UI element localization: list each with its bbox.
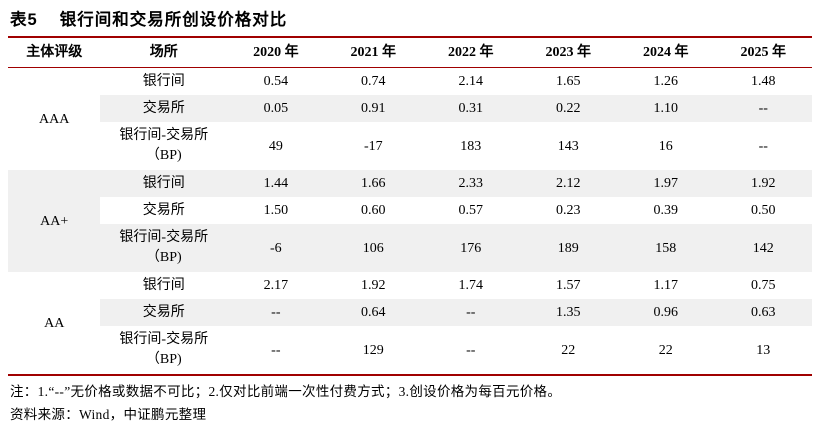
value-cell: 49 <box>268 138 283 154</box>
table-row-aaplus-exchange: 交易所 1.50 0.60 0.57 0.23 0.39 0.50 <box>8 197 812 224</box>
table-row-aaplus-spread: 银行间-交易所 （BP) -6 106 176 189 158 142 <box>8 224 812 272</box>
value-cell: -- <box>227 299 325 326</box>
value-cell: 0.05 <box>227 95 325 122</box>
value-cell: -- <box>758 138 768 154</box>
value-cell: 16 <box>658 138 673 154</box>
col-header-2020: 2020 年 <box>227 37 325 68</box>
value-cell: 1.92 <box>361 278 386 293</box>
venue-cell-spread: 银行间-交易所 （BP) <box>100 326 227 375</box>
col-header-2025: 2025 年 <box>714 37 812 68</box>
venue-spread-line2: （BP) <box>145 352 182 367</box>
value-cell: -- <box>422 299 520 326</box>
venue-cell: 银行间 <box>142 278 185 293</box>
venue-cell-spread: 银行间-交易所 （BP) <box>100 224 228 272</box>
value-cell: 2.33 <box>422 170 520 197</box>
col-header-rating: 主体评级 <box>8 37 101 68</box>
value-cell: 0.39 <box>653 203 679 218</box>
value-cell: 1.74 <box>458 278 484 293</box>
venue-spread-line1: 银行间-交易所 <box>119 332 209 347</box>
value-cell: 142 <box>714 224 812 272</box>
venue-cell: 银行间 <box>142 74 185 89</box>
venue-cell: 银行间 <box>100 170 228 197</box>
value-cell: 0.75 <box>751 278 776 293</box>
value-cell: 0.54 <box>263 74 289 89</box>
value-cell: -6 <box>227 224 325 272</box>
value-cell: 0.91 <box>324 95 423 122</box>
value-cell: 1.65 <box>556 74 581 89</box>
value-cell: -17 <box>363 138 383 154</box>
value-cell: 183 <box>460 138 482 154</box>
value-cell: 143 <box>557 138 579 154</box>
table-number: 表5 <box>10 11 38 29</box>
table-footnotes: 注：1.“--”无价格或数据不可比；2.仅对比前端一次性付费方式；3.创设价格为… <box>8 376 812 425</box>
value-cell: 1.26 <box>653 74 679 89</box>
venue-spread-line1: 银行间-交易所 <box>119 128 209 143</box>
value-cell: 0.22 <box>519 95 618 122</box>
value-cell: 129 <box>362 342 384 358</box>
rating-cell-aaa: AAA <box>39 111 70 127</box>
rating-cell-aa: AA <box>44 315 65 331</box>
value-cell: -- <box>466 342 476 358</box>
table-title: 表5 银行间和交易所创设价格对比 <box>8 4 812 36</box>
value-cell: 0.57 <box>458 203 484 218</box>
value-cell: -- <box>714 95 812 122</box>
value-cell: 2.14 <box>458 74 484 89</box>
value-cell: 0.74 <box>361 74 386 89</box>
value-cell: 1.50 <box>263 203 289 218</box>
value-cell: -- <box>271 342 281 358</box>
value-cell: 0.31 <box>422 95 520 122</box>
value-cell: 1.92 <box>714 170 812 197</box>
value-cell: 0.96 <box>617 299 715 326</box>
table-row-aa-exchange: 交易所 -- 0.64 -- 1.35 0.96 0.63 <box>8 299 812 326</box>
venue-cell: 交易所 <box>100 95 228 122</box>
value-cell: 189 <box>519 224 618 272</box>
value-cell: 2.12 <box>519 170 618 197</box>
value-cell: 1.44 <box>227 170 325 197</box>
venue-spread-line1: 银行间-交易所 <box>119 230 209 245</box>
value-cell: 1.48 <box>751 74 776 89</box>
note-text: 注：1.“--”无价格或数据不可比；2.仅对比前端一次性付费方式；3.创设价格为… <box>10 384 562 399</box>
col-header-2024: 2024 年 <box>617 37 715 68</box>
table-row-aaa-interbank: AAA 银行间 0.54 0.74 2.14 1.65 1.26 1.48 <box>8 68 812 127</box>
value-cell: 1.10 <box>617 95 715 122</box>
value-cell: 2.17 <box>263 278 289 293</box>
table-title-text: 银行间和交易所创设价格对比 <box>59 11 288 29</box>
col-header-venue: 场所 <box>100 37 228 68</box>
table-row-aaplus-interbank: AA+ 银行间 1.44 1.66 2.33 2.12 1.97 1.92 <box>8 170 812 272</box>
value-cell: 0.64 <box>324 299 423 326</box>
value-cell: 22 <box>561 342 576 358</box>
venue-cell-spread: 银行间-交易所 （BP) <box>100 122 227 170</box>
rating-cell-aaplus: AA+ <box>8 170 101 272</box>
table-row-aaa-spread: 银行间-交易所 （BP) 49 -17 183 143 16 -- <box>8 122 812 170</box>
price-comparison-table: 主体评级 场所 2020 年 2021 年 2022 年 2023 年 2024… <box>8 36 812 376</box>
value-cell: 176 <box>422 224 520 272</box>
table-row-aaa-exchange: 交易所 0.05 0.91 0.31 0.22 1.10 -- <box>8 95 812 122</box>
header-row: 主体评级 场所 2020 年 2021 年 2022 年 2023 年 2024… <box>8 37 812 68</box>
value-cell: 0.63 <box>714 299 812 326</box>
value-cell: 13 <box>756 342 771 358</box>
value-cell: 106 <box>324 224 423 272</box>
value-cell: 1.17 <box>653 278 679 293</box>
table-row-aa-interbank: AA 银行间 2.17 1.92 1.74 1.57 1.17 0.75 <box>8 272 812 331</box>
value-cell: 158 <box>617 224 715 272</box>
value-cell: 1.66 <box>324 170 423 197</box>
value-cell: 0.50 <box>751 203 776 218</box>
value-cell: 1.57 <box>556 278 581 293</box>
col-header-2022: 2022 年 <box>422 37 520 68</box>
table-row-aa-spread: 银行间-交易所 （BP) -- 129 -- 22 22 13 <box>8 326 812 375</box>
venue-spread-line2: （BP) <box>145 148 182 163</box>
value-cell: 0.23 <box>556 203 581 218</box>
value-cell: 0.60 <box>361 203 386 218</box>
col-header-2023: 2023 年 <box>519 37 618 68</box>
source-text: 资料来源：Wind，中证鹏元整理 <box>10 407 207 422</box>
col-header-2021: 2021 年 <box>324 37 423 68</box>
venue-cell: 交易所 <box>100 299 228 326</box>
value-cell: 1.97 <box>617 170 715 197</box>
venue-spread-line2: （BP) <box>145 250 182 265</box>
value-cell: 22 <box>658 342 673 358</box>
venue-cell: 交易所 <box>142 203 185 218</box>
value-cell: 1.35 <box>519 299 618 326</box>
